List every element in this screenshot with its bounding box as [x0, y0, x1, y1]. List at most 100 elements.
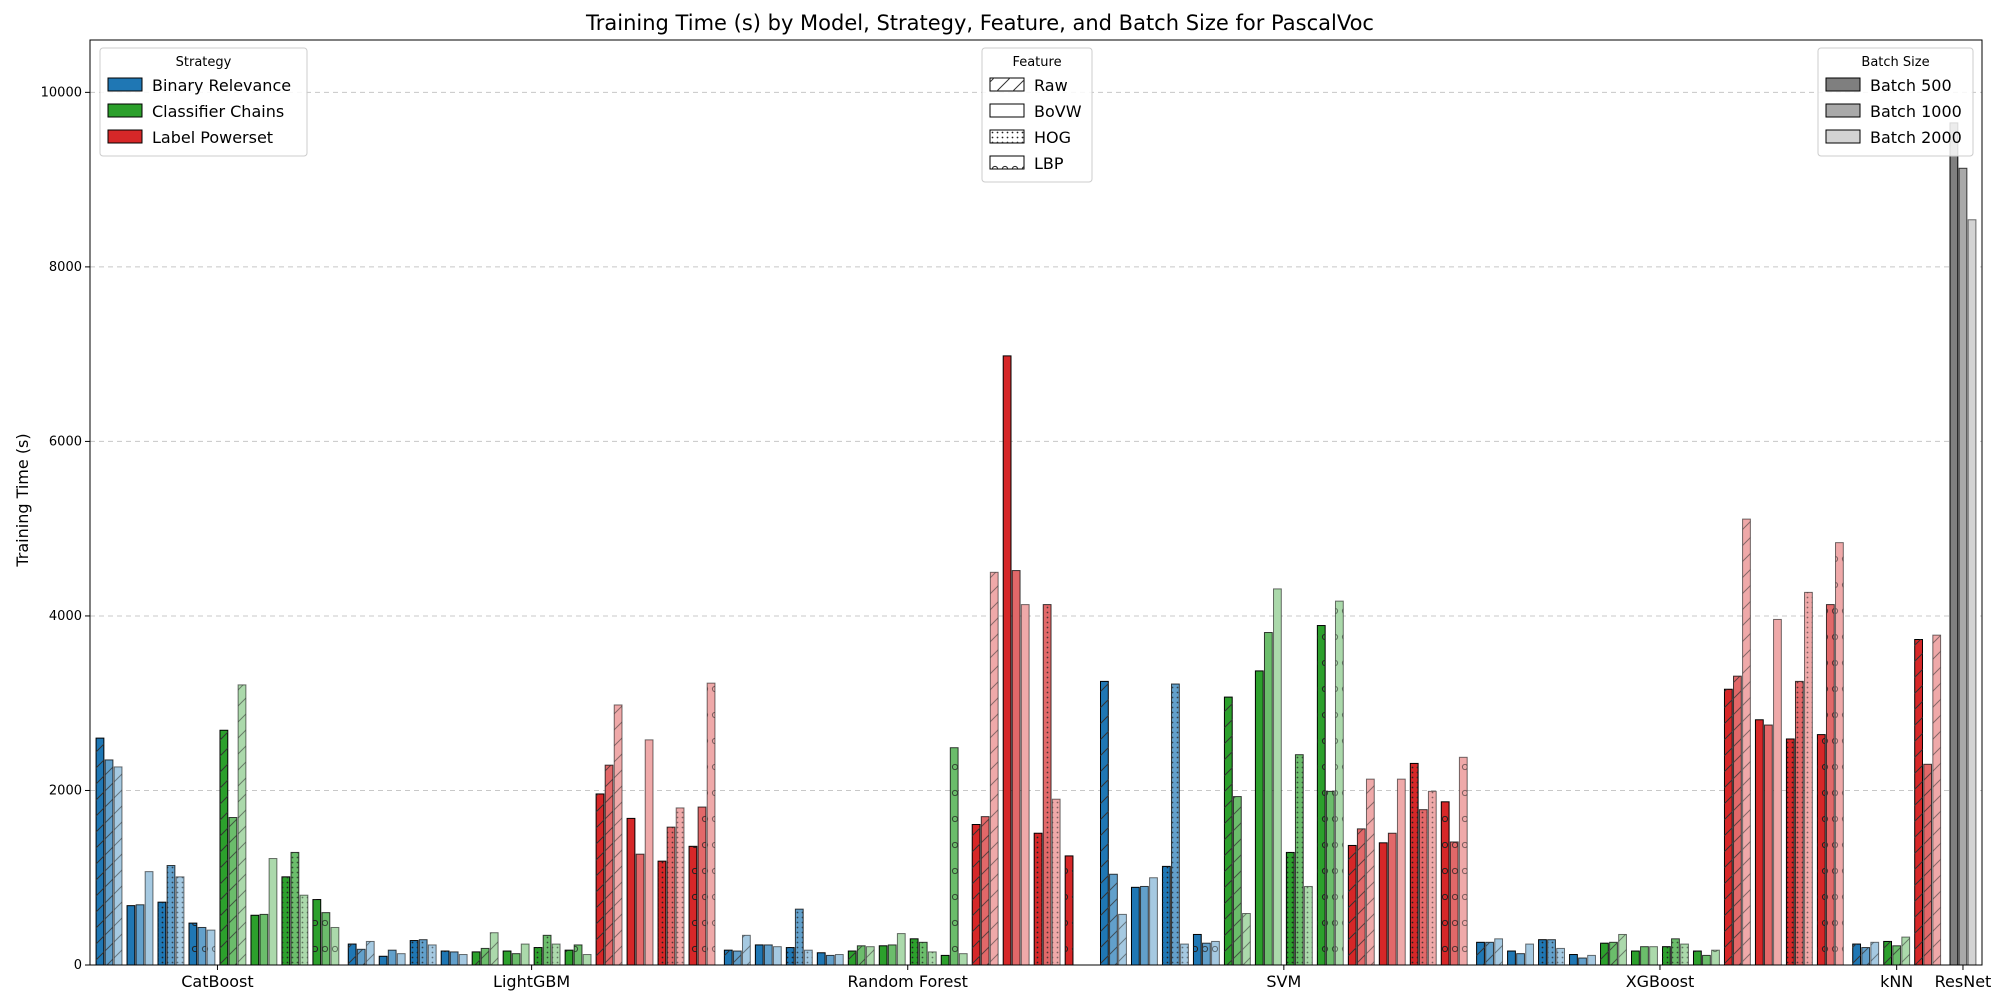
bar-knn-classifier-chains-raw-b1	[1892, 945, 1902, 966]
bar-catboost-classifier-chains-hog-b1-hatch	[291, 852, 299, 965]
bar-catboost-binary-relevance-lbp-b0	[188, 922, 198, 966]
bar-lightgbm-classifier-chains-bovw-b2	[520, 943, 530, 966]
y-tick-label: 2000	[49, 783, 82, 798]
bar-random-forest-label-powerset-raw-b2-hatch	[990, 572, 999, 965]
legend-batch-entry-batch-500: Batch 500	[1870, 76, 1952, 95]
bar-knn-label-powerset-raw-b1-hatch	[1923, 764, 1932, 965]
bar-random-forest-binary-relevance-hog-b2-hatch	[804, 950, 813, 965]
bar-lightgbm-classifier-chains-raw-b1-hatch	[481, 948, 490, 965]
bar-svm-binary-relevance-raw-b2-hatch	[1118, 914, 1127, 965]
bar-xgboost-label-powerset-raw-b2-hatch	[1742, 519, 1751, 965]
bar-lightgbm-binary-relevance-hog-b2	[427, 944, 437, 966]
bar-lightgbm-classifier-chains-bovw-b0	[502, 950, 512, 966]
bar-lightgbm-label-powerset-bovw-b0	[626, 817, 636, 966]
bar-random-forest-binary-relevance-lbp-b2-hatch	[835, 954, 844, 965]
bar-random-forest-binary-relevance-hog-b1	[794, 908, 804, 966]
bar-svm-label-powerset-lbp-b2	[1458, 756, 1468, 966]
bar-svm-classifier-chains-hog-b0-hatch	[1286, 852, 1295, 965]
bar-lightgbm-classifier-chains-raw-b1	[480, 947, 490, 966]
legend-feature-swatch-hog	[989, 129, 1025, 144]
bar-random-forest-classifier-chains-hog-b1	[918, 941, 928, 966]
bar-xgboost-binary-relevance-lbp-b2	[1587, 954, 1596, 966]
bar-catboost-classifier-chains-raw-b2-hatch	[238, 684, 246, 965]
bar-lightgbm-classifier-chains-lbp-b0-hatch	[565, 950, 573, 965]
bar-catboost-binary-relevance-lbp-b0-hatch	[189, 923, 197, 965]
bar-random-forest-classifier-chains-raw-b1-hatch	[857, 945, 866, 965]
bar-random-forest-label-powerset-bovw-b1-fill	[1011, 570, 1021, 966]
bar-random-forest-classifier-chains-bovw-b0-fill	[878, 945, 888, 966]
bar-random-forest-binary-relevance-raw-b2-hatch	[742, 935, 751, 965]
legend-feature-title: Feature	[1012, 55, 1061, 70]
bar-svm-classifier-chains-raw-b0-hatch	[1224, 697, 1233, 965]
bar-xgboost-binary-relevance-hog-b2	[1556, 947, 1565, 966]
bar-catboost-binary-relevance-raw-b1	[104, 759, 114, 966]
bar-lightgbm-classifier-chains-raw-b2-hatch	[490, 932, 499, 965]
bar-xgboost-label-powerset-bovw-b1-fill	[1764, 724, 1773, 966]
bar-lightgbm-label-powerset-raw-b1	[604, 764, 614, 966]
bar-xgboost-label-powerset-raw-b0-hatch	[1724, 689, 1733, 965]
legend-feature-swatch-raw-hatch	[990, 78, 1024, 91]
bar-knn-label-powerset-raw-b2	[1932, 634, 1942, 966]
bar-svm-binary-relevance-hog-b1	[1171, 683, 1180, 966]
bar-lightgbm-classifier-chains-hog-b1	[542, 934, 552, 966]
bar-random-forest-label-powerset-raw-b0	[971, 824, 981, 966]
bar-random-forest-classifier-chains-hog-b0	[909, 938, 919, 966]
bar-resnet-model-bovw-b1-fill	[1958, 167, 1968, 966]
y-tick-label: 0	[74, 958, 82, 973]
bar-xgboost-binary-relevance-bovw-b2-fill	[1525, 943, 1535, 966]
plot-frame	[89, 39, 1983, 966]
bar-xgboost-classifier-chains-lbp-b2-hatch	[1711, 950, 1720, 965]
bar-svm-label-powerset-hog-b0	[1409, 762, 1419, 966]
bar-random-forest-binary-relevance-hog-b1-hatch	[795, 909, 804, 965]
bar-random-forest-binary-relevance-raw-b1	[732, 950, 742, 966]
bar-lightgbm-classifier-chains-bovw-b1	[511, 953, 521, 966]
bar-catboost-classifier-chains-lbp-b1	[321, 912, 331, 966]
bar-catboost-classifier-chains-raw-b1-hatch	[229, 817, 237, 965]
bar-lightgbm-label-powerset-bovw-b1	[635, 853, 645, 966]
bar-lightgbm-classifier-chains-raw-b0	[471, 951, 481, 966]
bar-random-forest-classifier-chains-bovw-b1-fill	[887, 944, 897, 966]
bar-xgboost-label-powerset-bovw-b2	[1773, 618, 1782, 966]
bar-xgboost-label-powerset-lbp-b2-hatch	[1835, 542, 1844, 965]
bar-catboost-classifier-chains-raw-b1	[228, 817, 238, 966]
bar-xgboost-classifier-chains-lbp-b2	[1711, 949, 1720, 966]
bar-svm-classifier-chains-raw-b2	[1242, 913, 1251, 966]
legend-batch-title: Batch Size	[1861, 55, 1929, 70]
bar-xgboost-classifier-chains-lbp-b0-hatch	[1693, 951, 1702, 965]
bar-xgboost-classifier-chains-bovw-b0-fill	[1631, 950, 1640, 966]
bar-catboost-classifier-chains-raw-b0	[219, 729, 229, 966]
bar-svm-binary-relevance-lbp-b0-hatch	[1193, 934, 1202, 965]
bar-svm-classifier-chains-raw-b1-hatch	[1233, 796, 1242, 965]
bar-xgboost-label-powerset-lbp-b1	[1825, 604, 1835, 966]
bar-svm-classifier-chains-hog-b2-hatch	[1304, 886, 1313, 965]
y-tick-label: 8000	[49, 260, 82, 275]
bar-random-forest-binary-relevance-lbp-b2	[834, 954, 844, 966]
bar-lightgbm-binary-relevance-bovw-b2	[396, 953, 406, 966]
bar-lightgbm-binary-relevance-lbp-b1-hatch	[450, 951, 459, 965]
bar-catboost-classifier-chains-bovw-b0	[250, 914, 260, 966]
bar-random-forest-label-powerset-bovw-b2	[1020, 604, 1030, 966]
bar-catboost-binary-relevance-lbp-b1-hatch	[198, 927, 206, 965]
bar-catboost-classifier-chains-lbp-b1-hatch	[321, 912, 330, 965]
bar-xgboost-label-powerset-lbp-b2	[1835, 542, 1844, 966]
bar-svm-label-powerset-lbp-b0	[1440, 801, 1450, 966]
bar-lightgbm-label-powerset-hog-b1-hatch	[667, 827, 675, 965]
bar-svm-binary-relevance-hog-b0	[1161, 865, 1171, 966]
bar-xgboost-binary-relevance-hog-b1	[1547, 939, 1556, 966]
bar-xgboost-classifier-chains-raw-b2-hatch	[1618, 934, 1627, 965]
bar-lightgbm-binary-relevance-lbp-b2-hatch	[459, 954, 468, 965]
bar-svm-binary-relevance-hog-b2	[1180, 943, 1189, 966]
bar-random-forest-binary-relevance-lbp-b1-hatch	[826, 955, 835, 965]
bar-xgboost-binary-relevance-bovw-b1-fill	[1516, 953, 1525, 966]
bar-svm-binary-relevance-lbp-b2-hatch	[1211, 941, 1220, 965]
bar-resnet-model-bovw-b0-fill	[1949, 122, 1959, 966]
bar-knn-binary-relevance-raw-b0	[1852, 943, 1862, 966]
bars	[95, 122, 1977, 966]
bar-catboost-binary-relevance-bovw-b0	[126, 905, 136, 966]
bar-catboost-binary-relevance-bovw-b2	[144, 871, 154, 966]
bar-xgboost-binary-relevance-lbp-b0-hatch	[1569, 954, 1578, 965]
bar-random-forest-classifier-chains-lbp-b0	[940, 954, 950, 966]
bar-random-forest-classifier-chains-lbp-b2-hatch	[959, 953, 968, 965]
bar-lightgbm-classifier-chains-lbp-b1	[573, 944, 583, 966]
bar-xgboost-binary-relevance-lbp-b1-hatch	[1578, 958, 1587, 965]
